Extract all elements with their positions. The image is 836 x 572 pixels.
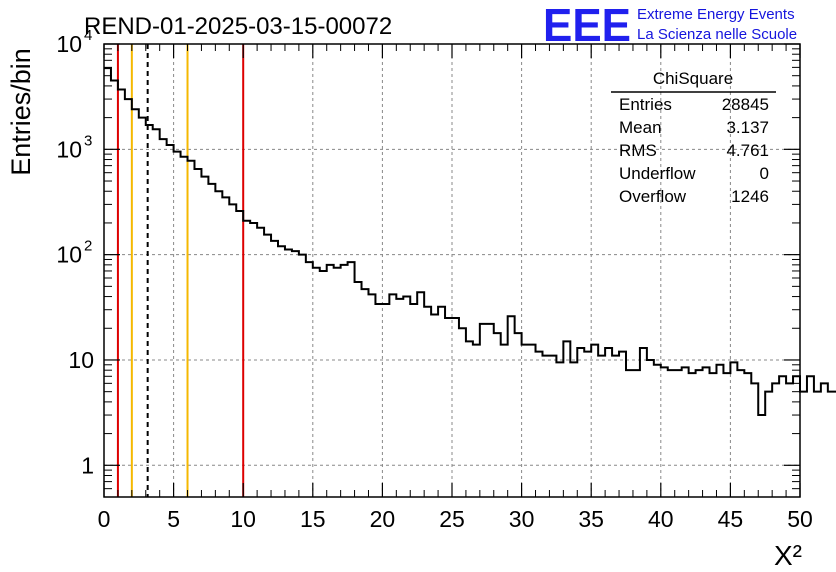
- y-tick-exponent: 4: [84, 27, 92, 44]
- stats-value: 4.761: [726, 141, 769, 160]
- logo-line-1: Extreme Energy Events: [637, 6, 795, 23]
- logo-letters: EEE: [543, 0, 631, 51]
- x-tick-label: 25: [439, 506, 465, 532]
- x-axis-label: X²: [774, 540, 802, 571]
- stats-label: Entries: [619, 95, 672, 114]
- axis-ticks: [103, 43, 801, 498]
- y-tick-exponent: 3: [84, 132, 92, 149]
- x-tick-label: 15: [300, 506, 326, 532]
- x-tick-label: 50: [787, 506, 813, 532]
- histogram-series: [104, 67, 836, 417]
- stats-label: Overflow: [619, 187, 687, 206]
- stats-title: ChiSquare: [653, 69, 733, 88]
- stats-rows: Entries 28845 Mean 3.137 RMS 4.761 Underflow 0 O…: [619, 95, 769, 206]
- x-tick-label: 10: [230, 506, 256, 532]
- stats-value: 28845: [722, 95, 769, 114]
- x-tick-label: 40: [648, 506, 674, 532]
- y-axis-label: Entries/bin: [6, 48, 36, 176]
- y-tick-label: 10: [56, 242, 82, 268]
- stats-label: Mean: [619, 118, 662, 137]
- chart-title: REND-01-2025-03-15-00072: [84, 13, 392, 40]
- stats-value: 1246: [731, 187, 769, 206]
- y-tick-label: 1: [81, 452, 94, 478]
- x-tick-label: 35: [578, 506, 604, 532]
- y-tick-label: 10: [68, 347, 94, 373]
- x-tick-label: 20: [370, 506, 396, 532]
- logo-line-2: La Scienza nelle Scuole: [637, 26, 797, 43]
- x-tick-label: 5: [167, 506, 180, 532]
- stats-label: RMS: [619, 141, 657, 160]
- stats-value: 3.137: [726, 118, 769, 137]
- x-tick-label: 30: [509, 506, 535, 532]
- grid-lines: [104, 44, 800, 497]
- marker-lines: [116, 44, 245, 497]
- y-tick-exponent: 2: [84, 238, 92, 255]
- x-tick-label: 0: [98, 506, 111, 532]
- stats-value: 0: [760, 164, 769, 183]
- stats-label: Underflow: [619, 164, 696, 183]
- x-tick-label: 45: [718, 506, 744, 532]
- stats-box: ChiSquare Entries 28845 Mean 3.137 RMS 4.761 U…: [611, 69, 776, 206]
- y-tick-label: 10: [56, 31, 82, 57]
- y-tick-label: 10: [56, 136, 82, 162]
- x-axis-label-text: X²: [774, 540, 802, 571]
